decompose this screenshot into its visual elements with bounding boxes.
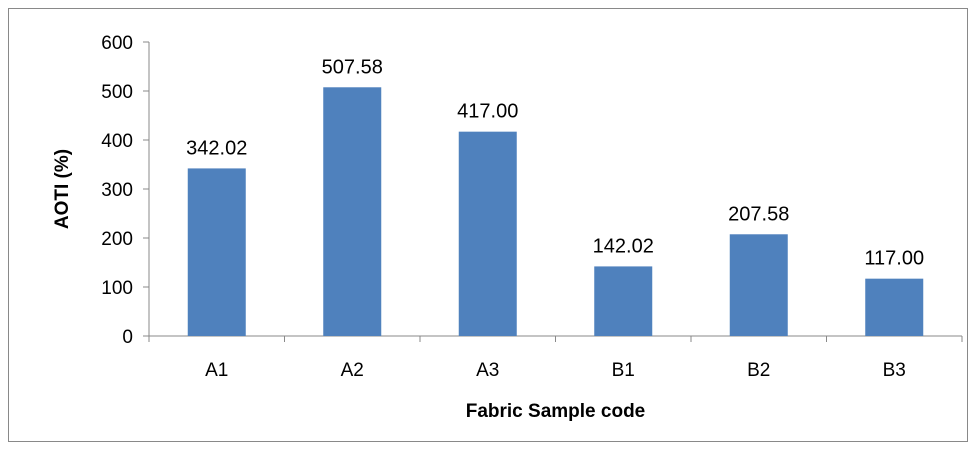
- chart-axes: [148, 42, 962, 337]
- y-tick-label: 0: [122, 327, 133, 348]
- y-tick-label: 600: [101, 33, 133, 54]
- x-tick-label: A2: [341, 360, 364, 381]
- bar-b3: [865, 278, 924, 336]
- data-label-a2: 507.58: [322, 56, 383, 78]
- data-label-b2: 207.58: [728, 203, 789, 225]
- x-tick-label: B3: [883, 360, 906, 381]
- x-tick-label: B2: [747, 360, 770, 381]
- bar-a2: [323, 87, 382, 336]
- bar-a3: [458, 131, 517, 336]
- y-tick-label: 200: [101, 229, 133, 250]
- y-tick-label: 100: [101, 278, 133, 299]
- bar-b2: [729, 234, 788, 336]
- data-label-a1: 342.02: [186, 137, 247, 159]
- bar-a1: [187, 168, 246, 336]
- y-tick-label: 300: [101, 180, 133, 201]
- data-label-b3: 117.00: [864, 248, 924, 270]
- y-axis-title: AOTI (%): [52, 149, 73, 229]
- x-axis-ticks: A1 A2 A3 B1 B2 B3: [148, 336, 963, 381]
- y-tick-label: 500: [101, 82, 133, 103]
- data-labels: 342.02 507.58 417.00 142.02 207.58 117.00: [186, 56, 924, 269]
- bar-b1: [594, 266, 653, 336]
- data-label-b1: 142.02: [593, 235, 654, 257]
- x-tick-label: A3: [476, 360, 499, 381]
- y-tick-label: 400: [101, 131, 133, 152]
- x-axis-title: Fabric Sample code: [466, 401, 646, 422]
- y-axis-ticks: 0 100 200 300 400 500 600: [101, 33, 149, 348]
- data-label-a3: 417.00: [457, 101, 518, 123]
- bar-series: [187, 87, 924, 336]
- x-tick-label: B1: [612, 360, 635, 381]
- x-tick-label: A1: [205, 360, 228, 381]
